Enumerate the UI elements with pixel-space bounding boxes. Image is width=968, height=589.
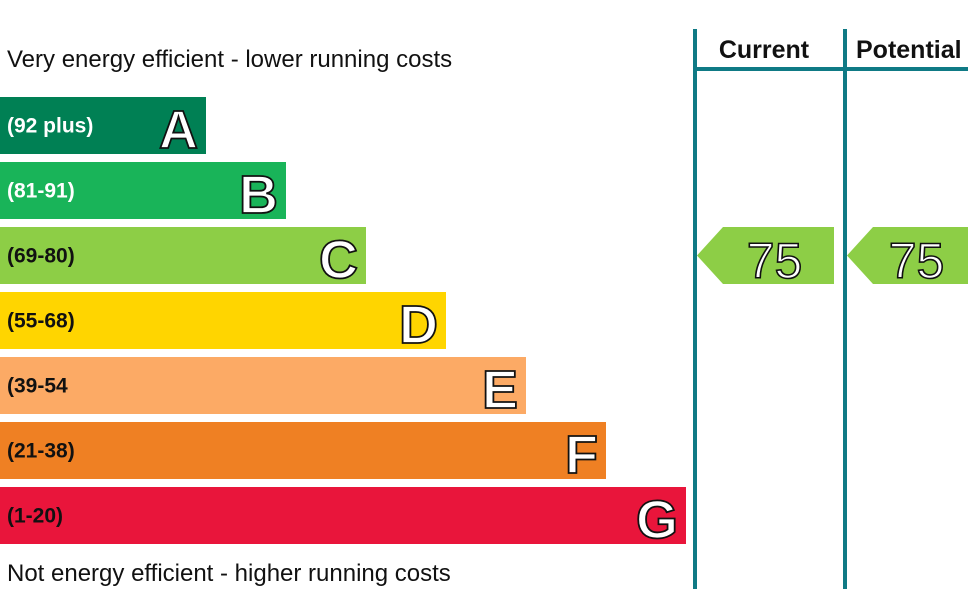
rating-bands: (92 plus) A (81-91) B (69-80) C (55-68) D (39-54… — [0, 97, 686, 551]
band-a-letter: A — [159, 100, 198, 160]
band-b-bar — [0, 162, 286, 219]
top-caption: Very energy efficient - lower running co… — [7, 46, 453, 73]
band-g-range: (1-20) — [7, 505, 63, 528]
band-e-letter: E — [482, 360, 518, 420]
band-a-bar — [0, 97, 206, 154]
band-e-bar — [0, 357, 526, 414]
band-c-letter: C — [319, 230, 358, 290]
band-c-bar — [0, 227, 366, 284]
rating-columns — [693, 29, 968, 589]
rating-arrows: 75 75 — [697, 227, 968, 290]
band-f-bar — [0, 422, 606, 479]
potential-rating-value: 75 — [889, 233, 945, 289]
band-a-range: (92 plus) — [7, 115, 93, 138]
current-rating-value: 75 — [747, 233, 803, 289]
bottom-caption: Not energy efficient - higher running co… — [7, 560, 451, 587]
band-d-bar — [0, 292, 446, 349]
current-rating-arrow — [697, 227, 834, 284]
band-c-range: (69-80) — [7, 245, 75, 268]
potential-column-header: Potential — [856, 36, 962, 64]
band-b-range: (81-91) — [7, 180, 75, 203]
band-d-letter: D — [399, 295, 438, 355]
potential-rating-arrow — [847, 227, 968, 284]
band-g-bar — [0, 487, 686, 544]
band-e-range: (39-54 — [7, 375, 68, 398]
band-f-range: (21-38) — [7, 440, 75, 463]
current-column-header: Current — [719, 36, 810, 64]
band-g-letter: G — [636, 490, 678, 550]
band-f-letter: F — [565, 425, 598, 485]
band-b-letter: B — [239, 165, 278, 225]
band-d-range: (55-68) — [7, 310, 75, 333]
